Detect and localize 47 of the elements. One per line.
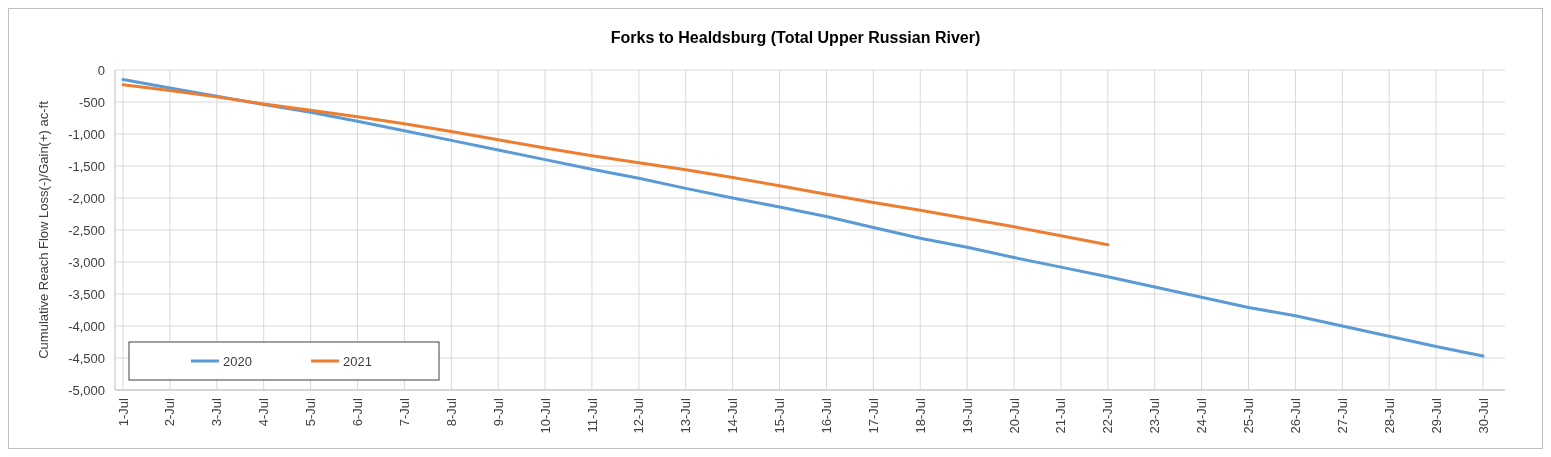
x-tick-label: 3-Jul [209, 397, 225, 427]
x-tick-label: 13-Jul [678, 397, 694, 434]
x-tick-label: 16-Jul [819, 397, 834, 434]
x-tick-label: 15-Jul [772, 397, 788, 434]
x-tick-label: 6-Jul [350, 397, 366, 427]
y-tick-label: -2,500 [68, 222, 105, 238]
x-tick-label: 28-Jul [1381, 397, 1397, 434]
y-tick-label: -500 [78, 94, 105, 110]
x-tick-label: 9-Jul [490, 397, 506, 427]
y-tick-label: -4,000 [68, 318, 105, 334]
x-tick-label: 25-Jul [1241, 397, 1257, 434]
x-tick-label: 14-Jul [725, 397, 741, 434]
x-tick-label: 20-Jul [1006, 397, 1022, 434]
y-tick-label: -3,000 [68, 254, 105, 270]
y-tick-label: 0 [97, 62, 105, 78]
x-tick-label: 21-Jul [1053, 397, 1069, 434]
y-axis-title: Cumulative Reach Flow Loss(-)/Gain(+) ac-ft [36, 100, 51, 359]
x-tick-label: 24-Jul [1194, 397, 1210, 434]
x-tick-label: 18-Jul [912, 397, 928, 434]
x-tick-label: 23-Jul [1147, 397, 1163, 434]
x-tick-label: 5-Jul [303, 397, 319, 427]
legend-label: 2020 [223, 353, 252, 369]
line-series [121, 83, 1110, 247]
legend-label: 2021 [343, 353, 372, 369]
x-tick-label: 1-Jul [115, 397, 131, 427]
line-series [121, 78, 1485, 358]
x-tick-label: 17-Jul [865, 397, 881, 434]
x-tick-label: 8-Jul [443, 397, 459, 427]
y-tick-label: -1,500 [68, 158, 105, 174]
x-tick-label: 29-Jul [1428, 397, 1444, 434]
x-tick-label: 19-Jul [959, 397, 975, 434]
x-tick-label: 22-Jul [1100, 397, 1116, 434]
y-tick-label: -5,000 [68, 382, 105, 398]
x-tick-label: 4-Jul [256, 397, 272, 427]
y-tick-label: -4,500 [68, 350, 105, 366]
y-tick-label: -2,000 [68, 190, 105, 206]
x-tick-label: 26-Jul [1287, 397, 1303, 434]
x-tick-label: 10-Jul [537, 397, 553, 434]
y-tick-label: -1,000 [68, 126, 105, 142]
y-tick-label: -3,500 [68, 286, 105, 302]
x-tick-label: 30-Jul [1475, 397, 1491, 434]
x-tick-label: 11-Jul [584, 397, 600, 433]
x-tick-label: 27-Jul [1334, 397, 1350, 434]
x-tick-label: 12-Jul [631, 397, 647, 434]
x-tick-label: 2-Jul [162, 397, 178, 427]
x-tick-label: 7-Jul [396, 397, 412, 427]
chart-title: Forks to Healdsburg (Total Upper Russian River) [610, 29, 981, 46]
